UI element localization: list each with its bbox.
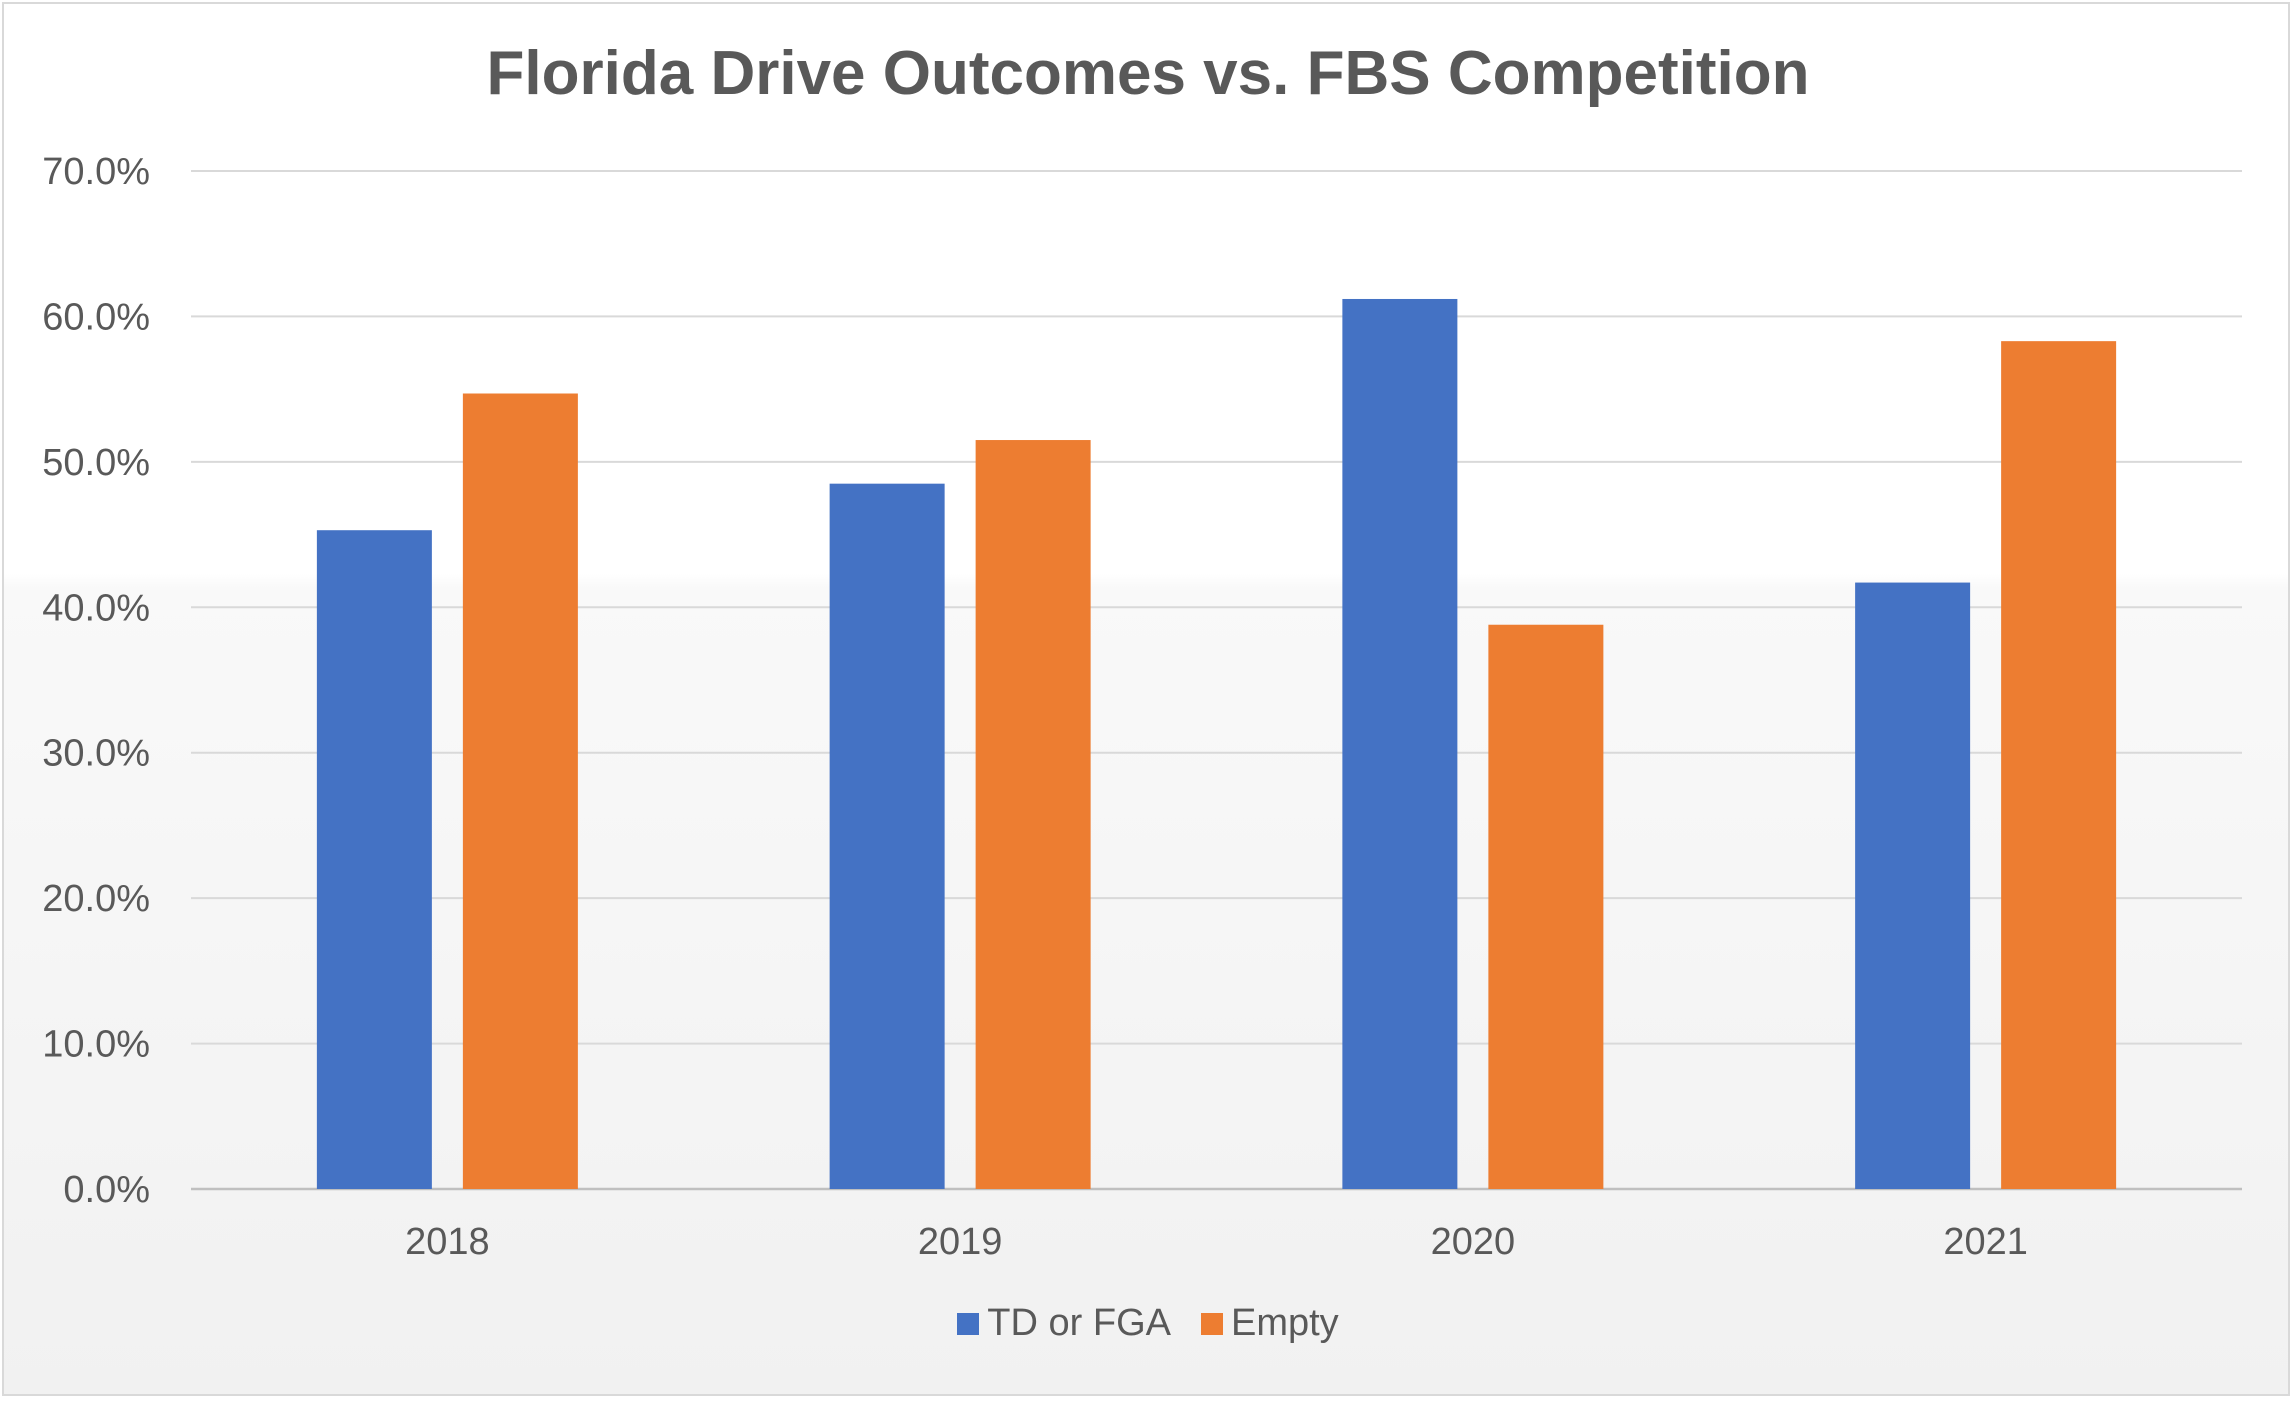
bar-2018-empty [462,393,578,1189]
legend-item: TD or FGA [957,1302,1171,1345]
x-tick-label: 2019 [918,1221,1003,1263]
y-tick-label: 70.0% [42,151,150,193]
legend-label: Empty [1230,1302,1339,1344]
y-tick-label: 20.0% [42,878,150,920]
y-tick-label: 30.0% [42,733,150,775]
chart-title: Florida Drive Outcomes vs. FBS Competiti… [486,39,1810,108]
bar-2021-empty [2001,341,2117,1189]
bar-2020-empty [1488,624,1604,1189]
y-tick-label: 0.0% [63,1169,150,1211]
bar-2019-td-or-fga [829,483,945,1190]
bar-2018-td-or-fga [316,530,432,1189]
y-tick-label: 50.0% [42,442,150,484]
legend-item: Empty [1200,1302,1339,1345]
bar-2021-td-or-fga [1855,582,1971,1189]
chart-legend: TD or FGA Empty [0,1302,2296,1345]
y-tick-label: 10.0% [42,1024,150,1066]
y-tick-label: 60.0% [42,296,150,338]
x-tick-label: 2021 [1943,1221,2028,1263]
legend-label: TD or FGA [987,1302,1171,1344]
bar-2019-empty [975,440,1091,1189]
x-tick-label: 2020 [1431,1221,1516,1263]
bar-2020-td-or-fga [1342,298,1458,1189]
x-tick-label: 2018 [405,1221,490,1263]
legend-swatch [957,1312,980,1335]
legend-swatch [1200,1312,1223,1335]
y-tick-label: 40.0% [42,587,150,629]
